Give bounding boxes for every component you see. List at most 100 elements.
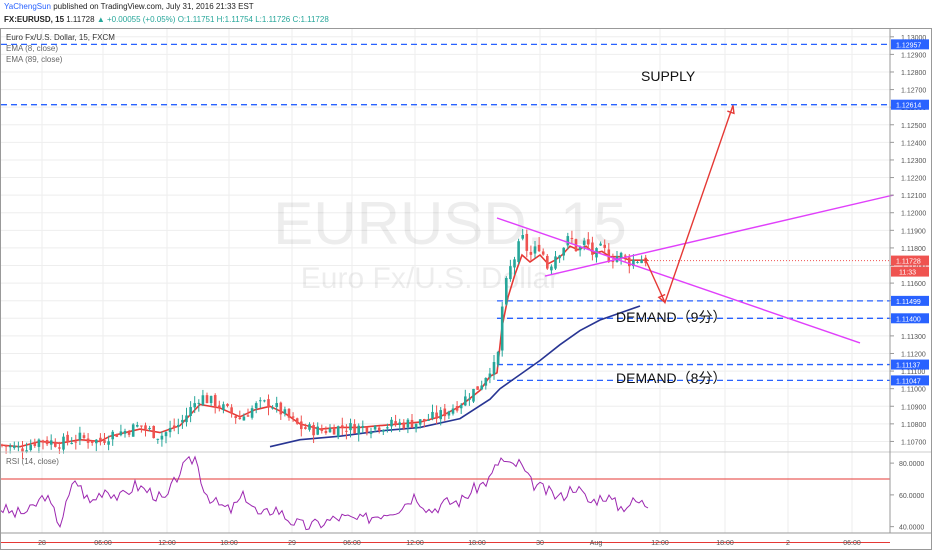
candle-body <box>4 445 8 447</box>
candle-body <box>222 404 225 410</box>
candle-body <box>271 407 274 409</box>
price-tick-label: 1.10800 <box>901 422 926 429</box>
level-price-badge <box>891 39 929 50</box>
price-tick-label: 1.12100 <box>901 193 926 200</box>
candle-body <box>554 256 557 269</box>
last-price-text: 1.11728 <box>896 259 921 266</box>
candle-body <box>316 426 319 435</box>
candle-body <box>587 239 590 245</box>
candle-body <box>86 438 90 443</box>
candle-body <box>25 450 28 452</box>
level-price-badge <box>891 313 929 324</box>
candle-body <box>45 440 49 445</box>
price-tick-label: 1.13000 <box>901 35 926 42</box>
candle-body <box>123 430 127 434</box>
candle-body <box>148 428 151 430</box>
candle-body <box>152 425 155 439</box>
candle-body <box>267 399 270 408</box>
level-price-text: 1.11047 <box>896 378 921 385</box>
candle-body <box>95 439 98 444</box>
candle-body <box>476 386 479 390</box>
candle-body <box>250 408 254 418</box>
candle-body <box>160 435 164 440</box>
candle-body <box>578 246 582 251</box>
price-tick-label: 1.11900 <box>901 228 926 235</box>
candle-body <box>218 405 221 409</box>
candle-body <box>591 242 594 255</box>
candle-body <box>566 236 570 246</box>
candle-body <box>295 418 299 424</box>
last-price-text: 1.11728 <box>66 15 95 24</box>
last-price-badge <box>891 255 929 266</box>
price-tick-label: 1.12400 <box>901 140 926 147</box>
watermark-name: Euro Fx/U.S. Dollar <box>301 262 559 295</box>
candle-body <box>484 377 488 386</box>
candle-body <box>37 439 41 447</box>
level-price-badge <box>891 359 929 370</box>
time-tick-label: 06:00 <box>343 540 361 547</box>
candle-body <box>49 440 53 445</box>
candle-body <box>525 233 529 251</box>
candle-body <box>529 251 533 255</box>
candle-body <box>127 431 131 435</box>
rsi-legend: RSI (14, close) <box>6 457 59 466</box>
candle-body <box>189 407 192 417</box>
candle-body <box>17 446 20 448</box>
horizontal-levels <box>1 43 890 382</box>
candle-body <box>546 255 549 269</box>
candle-body <box>234 416 237 419</box>
publish-text: published on TradingView.com, July 31, 2… <box>53 2 254 11</box>
candle-body <box>312 425 315 436</box>
candle-body <box>0 444 4 446</box>
candle-body <box>533 246 537 254</box>
candle-body <box>62 436 65 450</box>
rsi-tick-label: 80.0000 <box>899 461 924 468</box>
candle-body <box>488 373 492 378</box>
candle-body <box>607 249 611 262</box>
rsi-pane <box>0 455 890 544</box>
candle-body <box>144 425 147 430</box>
candle-body <box>29 444 32 450</box>
candle-body <box>181 419 184 423</box>
candle-body <box>246 415 250 417</box>
candles <box>0 228 647 460</box>
candle-body <box>201 395 205 405</box>
candle-body <box>193 403 196 408</box>
rsi-axis[interactable]: 80.0000 60.0000 40.0000 <box>890 461 924 532</box>
candle-body <box>402 422 406 429</box>
rsi-line <box>0 455 649 531</box>
candle-body <box>632 260 635 267</box>
candle-body <box>619 252 623 259</box>
countdown-text: 11:33 <box>899 270 916 277</box>
price-tick-label: 1.11200 <box>901 351 926 358</box>
candle-body <box>287 408 291 418</box>
countdown-badge <box>891 266 929 277</box>
chart-canvas[interactable]: EURUSD, 15 Euro Fx/U.S. Dollar SUPPLY DE… <box>0 28 932 550</box>
candle-body <box>78 432 82 440</box>
change-text: ▲ +0.00055 (+0.05%) <box>96 15 176 24</box>
candle-body <box>369 431 373 435</box>
candle-body <box>254 403 258 409</box>
candle-body <box>103 440 106 443</box>
candle-body <box>357 425 360 434</box>
time-axis[interactable]: 28 06:00 12:00 18:00 29 06:00 12:00 18:00 30 Aug 1… <box>38 540 861 547</box>
rsi-tick-label: 40.0000 <box>899 525 924 532</box>
price-tick-label: 1.11600 <box>901 281 926 288</box>
author-link[interactable]: YaChengSun <box>4 2 51 11</box>
price-tick-label: 1.12200 <box>901 176 926 183</box>
time-tick-label: 18:00 <box>716 540 734 547</box>
time-tick-label: 18:00 <box>220 540 238 547</box>
candle-body <box>492 362 496 375</box>
candle-body <box>156 438 160 440</box>
candle-body <box>172 425 176 428</box>
candle-body <box>455 405 459 411</box>
candle-body <box>550 266 553 271</box>
candle-body <box>259 400 262 402</box>
candle-body <box>41 440 45 443</box>
candle-body <box>332 428 336 435</box>
candle-body <box>390 419 393 427</box>
candle-body <box>238 417 242 419</box>
time-tick-label: 06:00 <box>843 540 861 547</box>
time-tick-label: 29 <box>288 540 296 547</box>
candle-body <box>435 412 438 419</box>
